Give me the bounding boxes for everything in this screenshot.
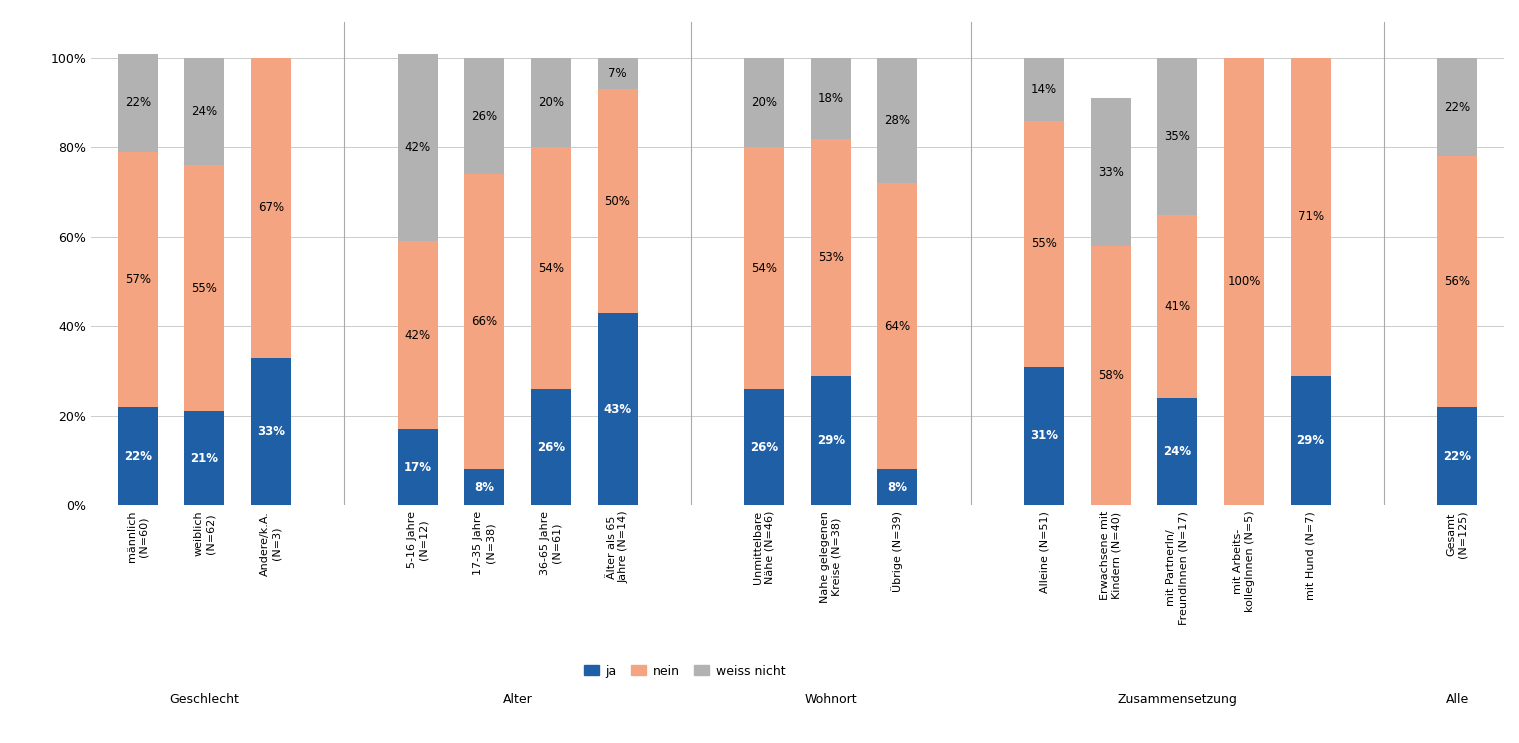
Bar [251, 357, 292, 505]
Bar [597, 89, 638, 313]
Bar [1437, 157, 1476, 407]
Legend: ja, nein, weiss nicht: ja, nein, weiss nicht [579, 660, 790, 683]
Text: 42%: 42% [404, 329, 431, 342]
Bar [597, 313, 638, 505]
Text: 53%: 53% [817, 250, 843, 264]
Text: 58%: 58% [1098, 369, 1124, 382]
Bar [532, 148, 571, 389]
Text: 42%: 42% [404, 141, 431, 154]
Text: 67%: 67% [258, 201, 284, 215]
Bar [744, 58, 784, 148]
Bar [1291, 58, 1331, 375]
Text: 66%: 66% [471, 315, 497, 328]
Text: 26%: 26% [750, 441, 778, 454]
Text: 20%: 20% [538, 97, 564, 109]
Text: Alle: Alle [1446, 693, 1469, 706]
Text: 29%: 29% [817, 434, 845, 447]
Text: 8%: 8% [887, 481, 907, 494]
Text: 24%: 24% [191, 106, 217, 118]
Text: 22%: 22% [1443, 450, 1472, 463]
Bar [465, 175, 504, 470]
Text: 31%: 31% [1030, 429, 1059, 442]
Text: 43%: 43% [603, 403, 632, 415]
Bar [1157, 58, 1197, 215]
Bar [184, 412, 225, 505]
Bar [465, 470, 504, 505]
Text: 55%: 55% [1031, 237, 1057, 250]
Bar [118, 53, 158, 152]
Bar [1024, 366, 1063, 505]
Bar [878, 184, 917, 470]
Bar [878, 58, 917, 184]
Bar [532, 58, 571, 148]
Bar [1091, 98, 1130, 246]
Text: 22%: 22% [123, 450, 152, 463]
Text: 8%: 8% [474, 481, 494, 494]
Bar [184, 58, 225, 166]
Text: 57%: 57% [125, 273, 150, 286]
Text: 50%: 50% [605, 195, 630, 207]
Bar [1157, 215, 1197, 398]
Bar [398, 429, 437, 505]
Bar [118, 407, 158, 505]
Bar [465, 58, 504, 175]
Bar [1024, 120, 1063, 366]
Text: 100%: 100% [1227, 275, 1261, 288]
Bar [118, 152, 158, 407]
Text: 41%: 41% [1164, 299, 1191, 313]
Bar [398, 53, 437, 241]
Bar [184, 166, 225, 412]
Bar [398, 241, 437, 429]
Text: 7%: 7% [608, 67, 627, 80]
Text: 33%: 33% [257, 425, 286, 438]
Text: 29%: 29% [1297, 434, 1325, 447]
Text: 18%: 18% [817, 92, 843, 105]
Text: 56%: 56% [1445, 275, 1470, 288]
Text: 26%: 26% [471, 110, 497, 123]
Bar [744, 389, 784, 505]
Text: 26%: 26% [536, 441, 565, 454]
Bar [1437, 407, 1476, 505]
Text: 17%: 17% [404, 461, 431, 474]
Text: Zusammensetzung: Zusammensetzung [1118, 693, 1238, 706]
Text: 35%: 35% [1165, 130, 1191, 143]
Bar [1024, 58, 1063, 120]
Bar [597, 58, 638, 89]
Text: Alter: Alter [503, 693, 533, 706]
Bar [811, 58, 851, 138]
Bar [532, 389, 571, 505]
Bar [1224, 58, 1264, 505]
Bar [1091, 246, 1130, 505]
Bar [811, 138, 851, 375]
Text: 22%: 22% [125, 97, 150, 109]
Text: 21%: 21% [190, 452, 219, 465]
Text: 54%: 54% [752, 262, 778, 275]
Text: Geschlecht: Geschlecht [170, 693, 240, 706]
Text: Wohnort: Wohnort [805, 693, 857, 706]
Bar [878, 470, 917, 505]
Text: 20%: 20% [752, 97, 778, 109]
Text: 54%: 54% [538, 262, 564, 275]
Bar [1437, 58, 1476, 157]
Text: 71%: 71% [1297, 210, 1323, 224]
Text: 24%: 24% [1164, 445, 1191, 458]
Text: 28%: 28% [884, 114, 910, 127]
Text: 14%: 14% [1031, 83, 1057, 96]
Text: 33%: 33% [1098, 166, 1124, 178]
Text: 64%: 64% [884, 320, 910, 333]
Text: 22%: 22% [1445, 101, 1470, 114]
Bar [1157, 398, 1197, 505]
Bar [811, 375, 851, 505]
Bar [744, 148, 784, 389]
Text: 55%: 55% [191, 282, 217, 295]
Bar [251, 58, 292, 357]
Bar [1291, 375, 1331, 505]
